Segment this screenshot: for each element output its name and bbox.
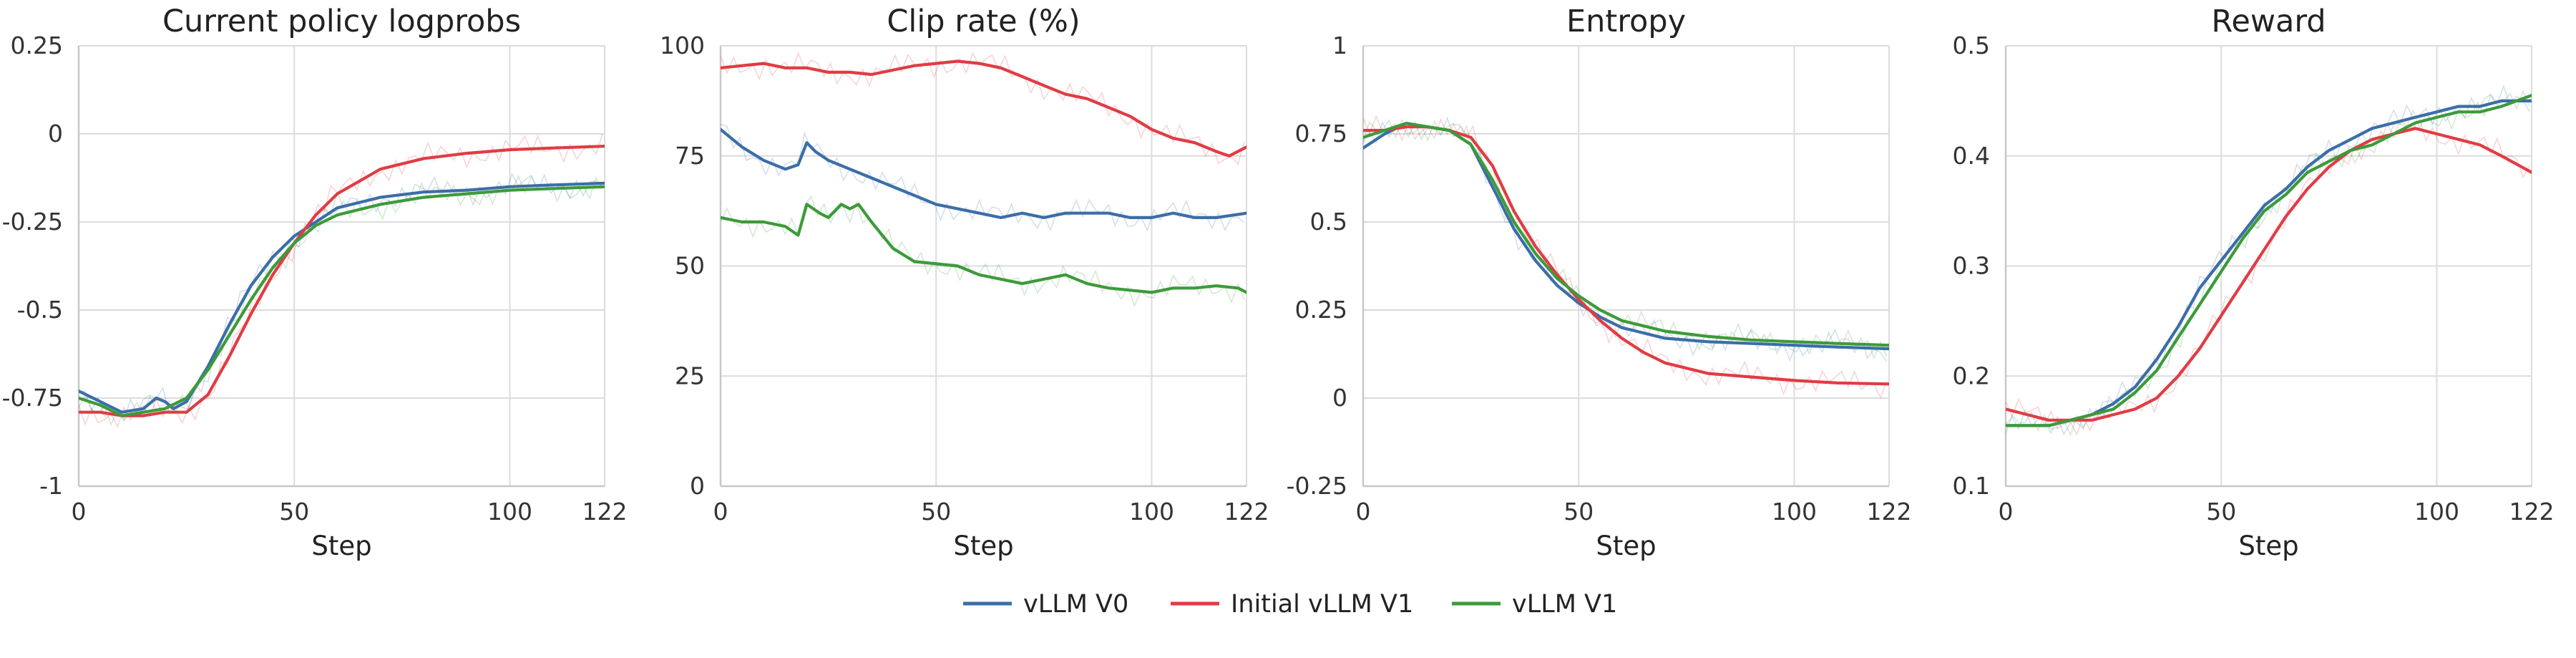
y-tick-label: 0.75 [1295,120,1347,147]
y-tick-label: 0.1 [1953,472,1990,500]
series-line-vllm-v1 [1363,122,1889,347]
chart-title: Reward [2211,4,2326,39]
legend-item: Initial vLLM V1 [1171,590,1413,619]
chart-panel-1: -1 -0.75 -0.5 -0.25 0 0.25 0 50 100 122 Step Curren… [2,4,628,561]
y-tick-label: 75 [675,142,705,170]
y-tick-label: 0 [1332,384,1347,412]
series-raw-trace [79,172,603,422]
x-tick-label: 100 [2414,498,2459,526]
y-tick-label: -0.25 [2,208,63,236]
x-tick-label: 100 [487,498,532,526]
y-tick-label: 0.5 [1310,208,1347,236]
series-raw-trace [2006,117,2530,436]
x-tick-label: 0 [713,498,728,526]
legend-label: Initial vLLM V1 [1231,590,1413,619]
x-axis-label: Step [311,531,371,561]
x-axis-label: Step [1596,531,1656,561]
x-tick-label: 50 [921,498,951,526]
series-line-vllm-v0 [2006,99,2532,427]
x-tick-label: 0 [72,498,87,526]
legend-item: vLLM V0 [963,590,1128,619]
x-tick-label: 50 [279,498,309,526]
y-tick-label: 25 [675,362,705,390]
series-raw-trace [721,51,1245,166]
x-tick-label: 50 [1563,498,1594,526]
x-tick-label: 100 [1129,498,1174,526]
chart-panel-3: -0.25 0 0.25 0.5 0.75 1 0 50 100 122 Step Entropy [1287,4,1912,561]
x-axis-label: Step [2238,531,2298,561]
x-axis-label: Step [953,531,1013,561]
y-tick-label: 1 [1332,32,1347,59]
series-raw-trace [1363,115,1888,400]
y-tick-label: 0.25 [11,32,63,59]
y-tick-label: -0.5 [17,296,63,324]
y-tick-label: 0 [690,472,705,500]
series-raw-trace [79,133,603,429]
chart-title: Entropy [1566,4,1686,39]
series-line-vllm-v1 [721,203,1246,294]
x-tick-label: 122 [582,498,628,526]
series-raw-trace [1363,116,1888,362]
y-tick-label: 0.25 [1295,296,1347,324]
y-tick-label: 50 [675,252,705,280]
chart-title: Current policy logprobs [162,4,521,39]
chart-title: Clip rate (%) [887,4,1080,39]
legend-label: vLLM V0 [1023,590,1128,619]
y-tick-label: 0.2 [1953,362,1990,390]
series-line-vllm-v0 [79,181,605,414]
y-tick-label: -0.25 [1287,472,1347,500]
x-tick-label: 122 [2509,498,2555,526]
series-line-initial-vllm-v1 [2006,127,2532,422]
y-tick-label: 0.4 [1953,142,1990,170]
x-tick-label: 50 [2206,498,2236,526]
x-tick-label: 0 [1356,498,1371,526]
y-tick-label: -1 [39,472,63,500]
series-raw-trace [2006,89,2530,437]
series-line-initial-vllm-v1 [721,59,1246,158]
series-line-vllm-v0 [721,127,1246,219]
series-line-initial-vllm-v1 [79,145,605,417]
series-line-vllm-v0 [1363,122,1889,351]
legend-item: vLLM V1 [1452,590,1617,619]
legend-label: vLLM V1 [1512,590,1617,619]
chart-panel-2: 0 25 50 75 100 0 50 100 122 Step Clip rate (%) [660,4,1269,561]
x-tick-label: 122 [1867,498,1912,526]
y-tick-label: 100 [660,32,705,59]
series-line-vllm-v1 [79,185,605,417]
y-tick-label: 0.5 [1953,32,1990,59]
series-raw-trace [721,195,1245,308]
series-line-vllm-v1 [2006,94,2532,427]
y-tick-label: -0.75 [2,384,63,412]
x-tick-label: 0 [1999,498,2014,526]
x-tick-label: 122 [1224,498,1269,526]
legend: vLLM V0 Initial vLLM V1 vLLM V1 [963,590,1617,619]
y-tick-label: 0 [48,120,63,147]
y-tick-label: 0.3 [1953,252,1990,280]
x-tick-label: 100 [1772,498,1817,526]
chart-panel-4: 0.1 0.2 0.3 0.4 0.5 0 50 100 122 Step Reward [1953,4,2555,561]
